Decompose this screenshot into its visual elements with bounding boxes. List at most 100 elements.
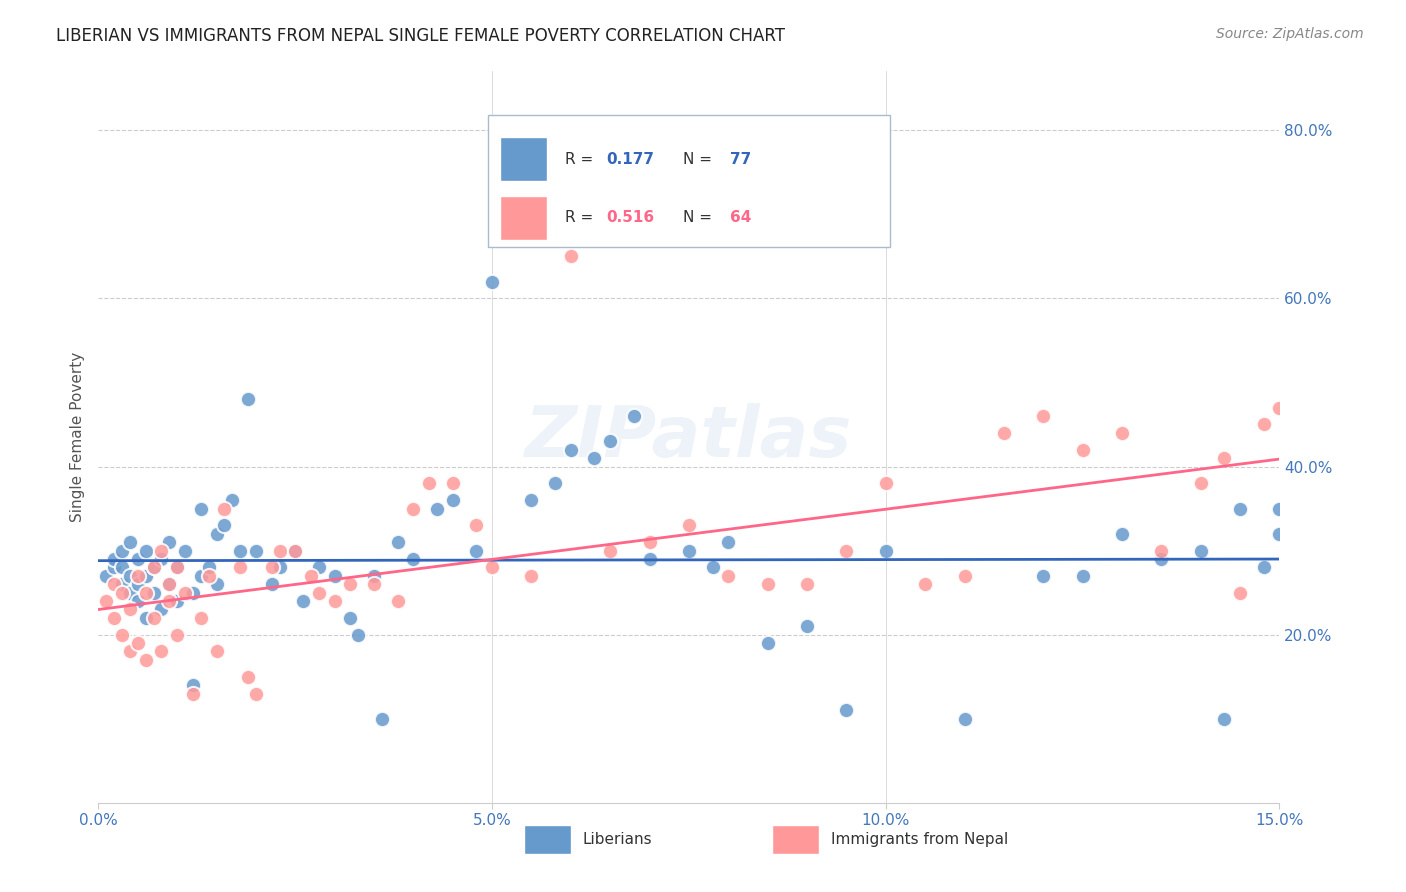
Point	[441, 493, 464, 508]
Point	[174, 543, 197, 558]
Text: N =: N =	[683, 211, 717, 225]
Bar	[501, 137, 547, 181]
Point	[197, 560, 219, 574]
Point	[623, 409, 645, 423]
Point	[221, 493, 243, 508]
Point	[363, 569, 385, 583]
Text: Liberians: Liberians	[582, 832, 652, 847]
Point	[157, 577, 180, 591]
Point	[1213, 712, 1236, 726]
Point	[181, 678, 204, 692]
Point	[103, 577, 125, 591]
Point	[426, 501, 449, 516]
Point	[1189, 543, 1212, 558]
Point	[1213, 451, 1236, 466]
Point	[1253, 560, 1275, 574]
Point	[347, 627, 370, 641]
Text: Immigrants from Nepal: Immigrants from Nepal	[831, 832, 1008, 847]
Point	[284, 543, 307, 558]
Point	[875, 476, 897, 491]
Bar	[488, 115, 890, 247]
Point	[157, 577, 180, 591]
Point	[1189, 476, 1212, 491]
Point	[678, 543, 700, 558]
Point	[142, 560, 165, 574]
Point	[875, 543, 897, 558]
Text: N =: N =	[683, 152, 717, 167]
Text: R =: R =	[565, 152, 598, 167]
Point	[142, 611, 165, 625]
Point	[1111, 526, 1133, 541]
Point	[1111, 425, 1133, 440]
Point	[127, 569, 149, 583]
Point	[205, 644, 228, 658]
Point	[190, 501, 212, 516]
Point	[174, 585, 197, 599]
Point	[717, 535, 740, 549]
Point	[245, 543, 267, 558]
Point	[599, 543, 621, 558]
Point	[157, 535, 180, 549]
Point	[993, 425, 1015, 440]
Point	[118, 585, 141, 599]
Point	[205, 577, 228, 591]
Point	[150, 543, 173, 558]
Point	[181, 585, 204, 599]
Point	[118, 644, 141, 658]
Point	[339, 577, 361, 591]
Point	[214, 518, 236, 533]
Point	[1150, 543, 1173, 558]
Text: 64: 64	[730, 211, 752, 225]
Point	[299, 569, 322, 583]
Point	[150, 552, 173, 566]
Point	[127, 577, 149, 591]
Point	[103, 552, 125, 566]
Point	[323, 594, 346, 608]
Point	[953, 712, 976, 726]
Point	[756, 577, 779, 591]
Point	[914, 577, 936, 591]
Point	[236, 392, 259, 407]
Point	[166, 560, 188, 574]
Point	[127, 636, 149, 650]
Point	[190, 611, 212, 625]
Point	[111, 627, 134, 641]
Point	[111, 577, 134, 591]
Point	[835, 703, 858, 717]
Point	[205, 526, 228, 541]
Text: 0.516: 0.516	[606, 211, 654, 225]
Point	[1268, 501, 1291, 516]
Point	[441, 476, 464, 491]
Point	[284, 543, 307, 558]
Point	[118, 535, 141, 549]
Point	[387, 535, 409, 549]
Y-axis label: Single Female Poverty: Single Female Poverty	[69, 352, 84, 522]
Point	[1071, 569, 1094, 583]
Text: R =: R =	[565, 211, 598, 225]
Point	[638, 552, 661, 566]
Point	[756, 636, 779, 650]
Point	[1071, 442, 1094, 457]
Text: 77: 77	[730, 152, 752, 167]
Point	[339, 611, 361, 625]
Point	[1268, 401, 1291, 415]
Point	[150, 644, 173, 658]
Bar	[523, 825, 571, 854]
Point	[402, 552, 425, 566]
Point	[166, 560, 188, 574]
Point	[135, 611, 157, 625]
Point	[1268, 526, 1291, 541]
Point	[583, 451, 606, 466]
Point	[520, 493, 543, 508]
Point	[544, 476, 567, 491]
Point	[371, 712, 394, 726]
Text: Source: ZipAtlas.com: Source: ZipAtlas.com	[1216, 27, 1364, 41]
Point	[127, 552, 149, 566]
Point	[796, 577, 818, 591]
Point	[103, 611, 125, 625]
Point	[269, 543, 291, 558]
Point	[245, 686, 267, 700]
Point	[135, 543, 157, 558]
Point	[323, 569, 346, 583]
Point	[214, 501, 236, 516]
